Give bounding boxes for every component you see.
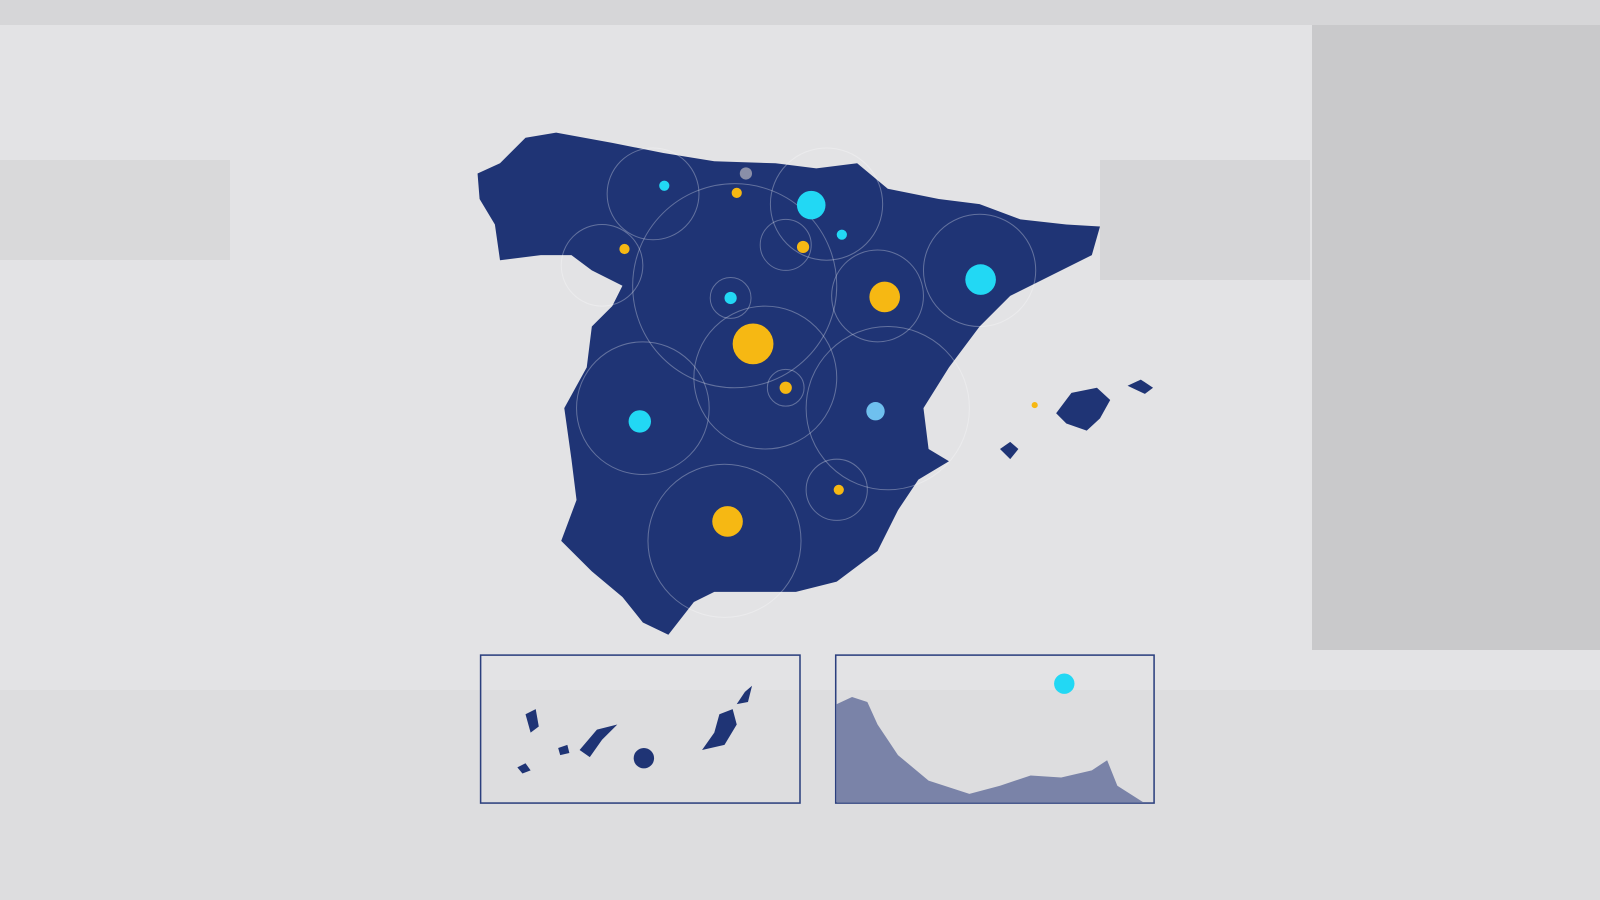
marker-yellow xyxy=(1031,402,1038,409)
background-panel-left xyxy=(0,160,230,260)
marker-cyan xyxy=(659,180,670,191)
coverage-ring xyxy=(560,223,644,307)
coverage-ring xyxy=(769,147,884,261)
ibiza xyxy=(1000,441,1019,460)
marker-yellow xyxy=(731,187,742,198)
marker-lightblue xyxy=(866,402,885,421)
marker-cyan xyxy=(628,410,652,433)
coverage-rings xyxy=(560,147,1037,618)
background-panel-top xyxy=(0,0,1600,25)
inset-ceuta-melilla xyxy=(834,654,1155,804)
coverage-ring xyxy=(693,305,838,450)
inset-canary-islands xyxy=(479,654,801,804)
coverage-ring xyxy=(766,368,805,407)
marker-cyan xyxy=(796,190,826,220)
background-panel-right-inner xyxy=(1100,160,1310,280)
coverage-ring xyxy=(805,326,970,491)
coverage-ring xyxy=(759,218,812,271)
marker-yellow xyxy=(779,381,792,394)
marker-cyan xyxy=(836,229,847,240)
marker-grey xyxy=(739,167,753,180)
coverage-ring xyxy=(632,183,838,389)
marker-yellow xyxy=(712,506,743,537)
marker-cyan xyxy=(724,291,737,305)
canary-islands xyxy=(517,685,753,774)
background-panel-right xyxy=(1312,25,1600,650)
menorca xyxy=(1127,379,1154,394)
coverage-ring xyxy=(805,458,868,521)
ceuta-melilla-coast xyxy=(836,696,1143,803)
marker-yellow xyxy=(796,240,810,254)
coverage-ring xyxy=(709,277,752,319)
coverage-ring xyxy=(647,463,802,618)
marker-cyan xyxy=(965,264,996,295)
marker-cyan xyxy=(1054,673,1075,694)
coverage-ring xyxy=(831,249,924,343)
marker-yellow xyxy=(869,281,900,313)
marker-yellow xyxy=(833,484,844,495)
coverage-ring xyxy=(576,341,710,475)
coverage-ring xyxy=(922,213,1037,328)
mallorca xyxy=(1056,387,1111,431)
marker-yellow xyxy=(732,323,774,365)
markers xyxy=(619,167,1075,694)
coverage-ring xyxy=(606,147,700,241)
marker-yellow xyxy=(619,243,630,255)
